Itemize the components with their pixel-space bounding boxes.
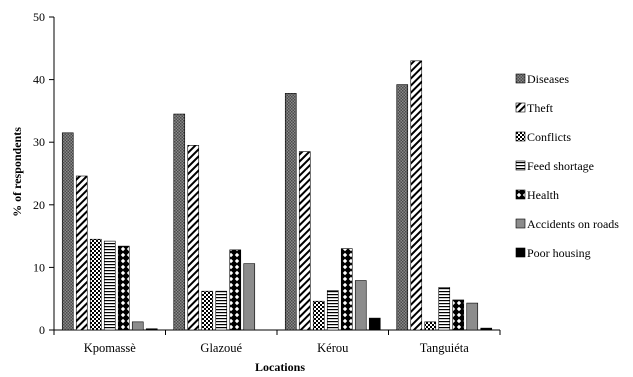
bar-accidents-on-roads — [354, 280, 367, 331]
bar-feed-shortage — [103, 240, 116, 331]
bar-conflicts — [312, 300, 325, 331]
y-tick-label: 30 — [33, 135, 45, 149]
bar-accidents-on-roads — [466, 302, 479, 331]
bar-theft — [410, 60, 423, 331]
x-axis: Kpomassè Glazoué Kérou Tanguiéta — [53, 329, 501, 355]
y-tick-label: 50 — [33, 10, 45, 24]
bar-diseases — [396, 84, 409, 331]
bar-poor-housing — [145, 328, 158, 331]
legend-label: Health — [527, 188, 559, 202]
legend: Diseases Theft Conflicts Feed shortage Healt… — [515, 72, 619, 260]
bar-conflicts — [89, 238, 102, 331]
bar-theft — [298, 151, 311, 331]
legend-swatch — [515, 102, 526, 113]
legend-label: Conflicts — [527, 130, 571, 144]
x-category-label: Tanguiéta — [420, 341, 470, 355]
bar-diseases — [284, 93, 297, 331]
bar-health — [117, 245, 130, 331]
bar-health — [229, 249, 242, 331]
bar-conflicts — [424, 321, 437, 331]
bar-feed-shortage — [215, 290, 228, 331]
bar-conflicts — [201, 290, 214, 331]
y-axis: 0 10 20 30 40 50 — [33, 10, 55, 337]
y-tick-label: 10 — [33, 260, 45, 274]
bars-group — [61, 60, 493, 331]
bar-poor-housing — [368, 317, 381, 331]
bar-health — [452, 299, 465, 331]
legend-label: Theft — [527, 101, 554, 115]
x-category-label: Glazoué — [200, 341, 242, 355]
y-tick-label: 0 — [39, 323, 45, 337]
legend-label: Poor housing — [527, 246, 591, 260]
bar-theft — [187, 145, 200, 331]
bar-feed-shortage — [438, 287, 451, 331]
legend-swatch — [515, 218, 526, 229]
bar-accidents-on-roads — [131, 321, 144, 331]
bar-theft — [75, 175, 88, 331]
legend-swatch — [515, 131, 526, 142]
legend-label: Accidents on roads — [527, 217, 619, 231]
legend-swatch — [515, 189, 526, 200]
bar-poor-housing — [480, 327, 493, 331]
y-tick-label: 20 — [33, 198, 45, 212]
x-category-label: Kpomassè — [84, 341, 137, 355]
x-axis-title: Locations — [255, 360, 305, 374]
y-axis-title: % of respondents — [10, 127, 24, 217]
bar-health — [340, 248, 353, 331]
bar-diseases — [61, 132, 74, 331]
legend-label: Diseases — [527, 72, 569, 86]
legend-swatch — [515, 73, 526, 84]
legend-swatch — [515, 247, 526, 258]
x-category-label: Kérou — [317, 341, 349, 355]
y-tick-label: 40 — [33, 73, 45, 87]
legend-label: Feed shortage — [527, 159, 594, 173]
legend-swatch — [515, 160, 526, 171]
bar-feed-shortage — [326, 290, 339, 331]
bar-accidents-on-roads — [243, 263, 256, 331]
bar-diseases — [173, 113, 186, 331]
